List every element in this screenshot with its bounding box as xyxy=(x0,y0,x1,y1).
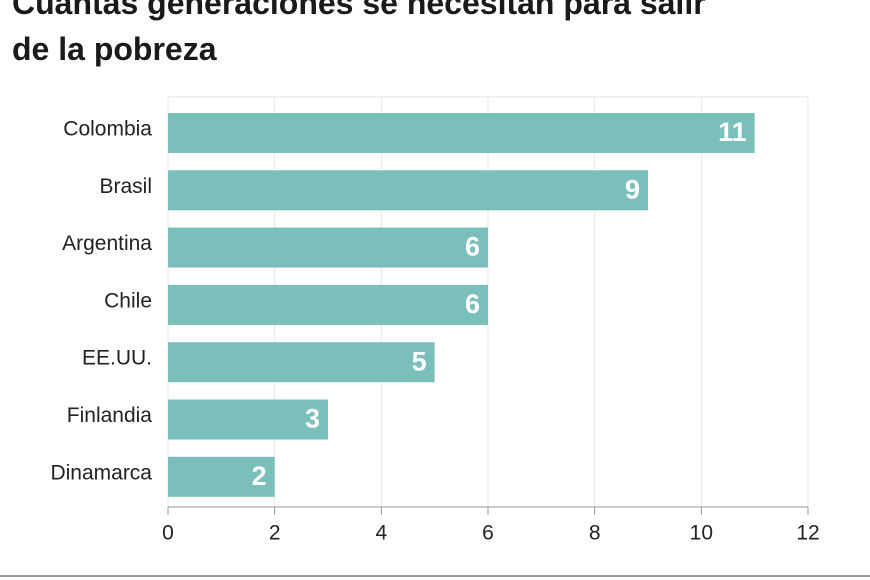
bar xyxy=(168,284,488,325)
y-tick-label: Chile xyxy=(104,289,152,312)
bar xyxy=(168,227,488,268)
value-label: 3 xyxy=(305,404,320,434)
value-label: 6 xyxy=(465,232,480,262)
value-label: 2 xyxy=(252,461,267,491)
bar xyxy=(168,342,435,383)
y-tick-label: Brasil xyxy=(99,175,152,198)
y-tick-label: Finlandia xyxy=(67,404,153,427)
value-label: 5 xyxy=(412,346,427,376)
bar xyxy=(168,170,648,211)
x-tick-label: 8 xyxy=(589,522,601,545)
y-tick-label: Colombia xyxy=(63,118,152,141)
x-tick-label: 6 xyxy=(482,522,494,545)
value-label: 6 xyxy=(465,289,480,319)
x-tick-label: 0 xyxy=(162,522,174,545)
bar xyxy=(168,113,755,153)
value-label: 11 xyxy=(718,117,747,147)
x-tick-label: 10 xyxy=(690,522,713,545)
bar xyxy=(168,399,328,440)
y-tick-label: Dinamarca xyxy=(50,461,152,484)
value-label: 9 xyxy=(625,174,640,204)
x-tick-label: 2 xyxy=(269,522,281,545)
x-tick-label: 12 xyxy=(796,522,819,545)
bar xyxy=(168,456,275,497)
y-tick-label: EE.UU. xyxy=(82,347,152,370)
chart-title: Cuántas generaciones se necesitan para s… xyxy=(12,0,706,67)
x-tick-label: 4 xyxy=(375,522,387,545)
y-tick-label: Argentina xyxy=(62,232,152,255)
